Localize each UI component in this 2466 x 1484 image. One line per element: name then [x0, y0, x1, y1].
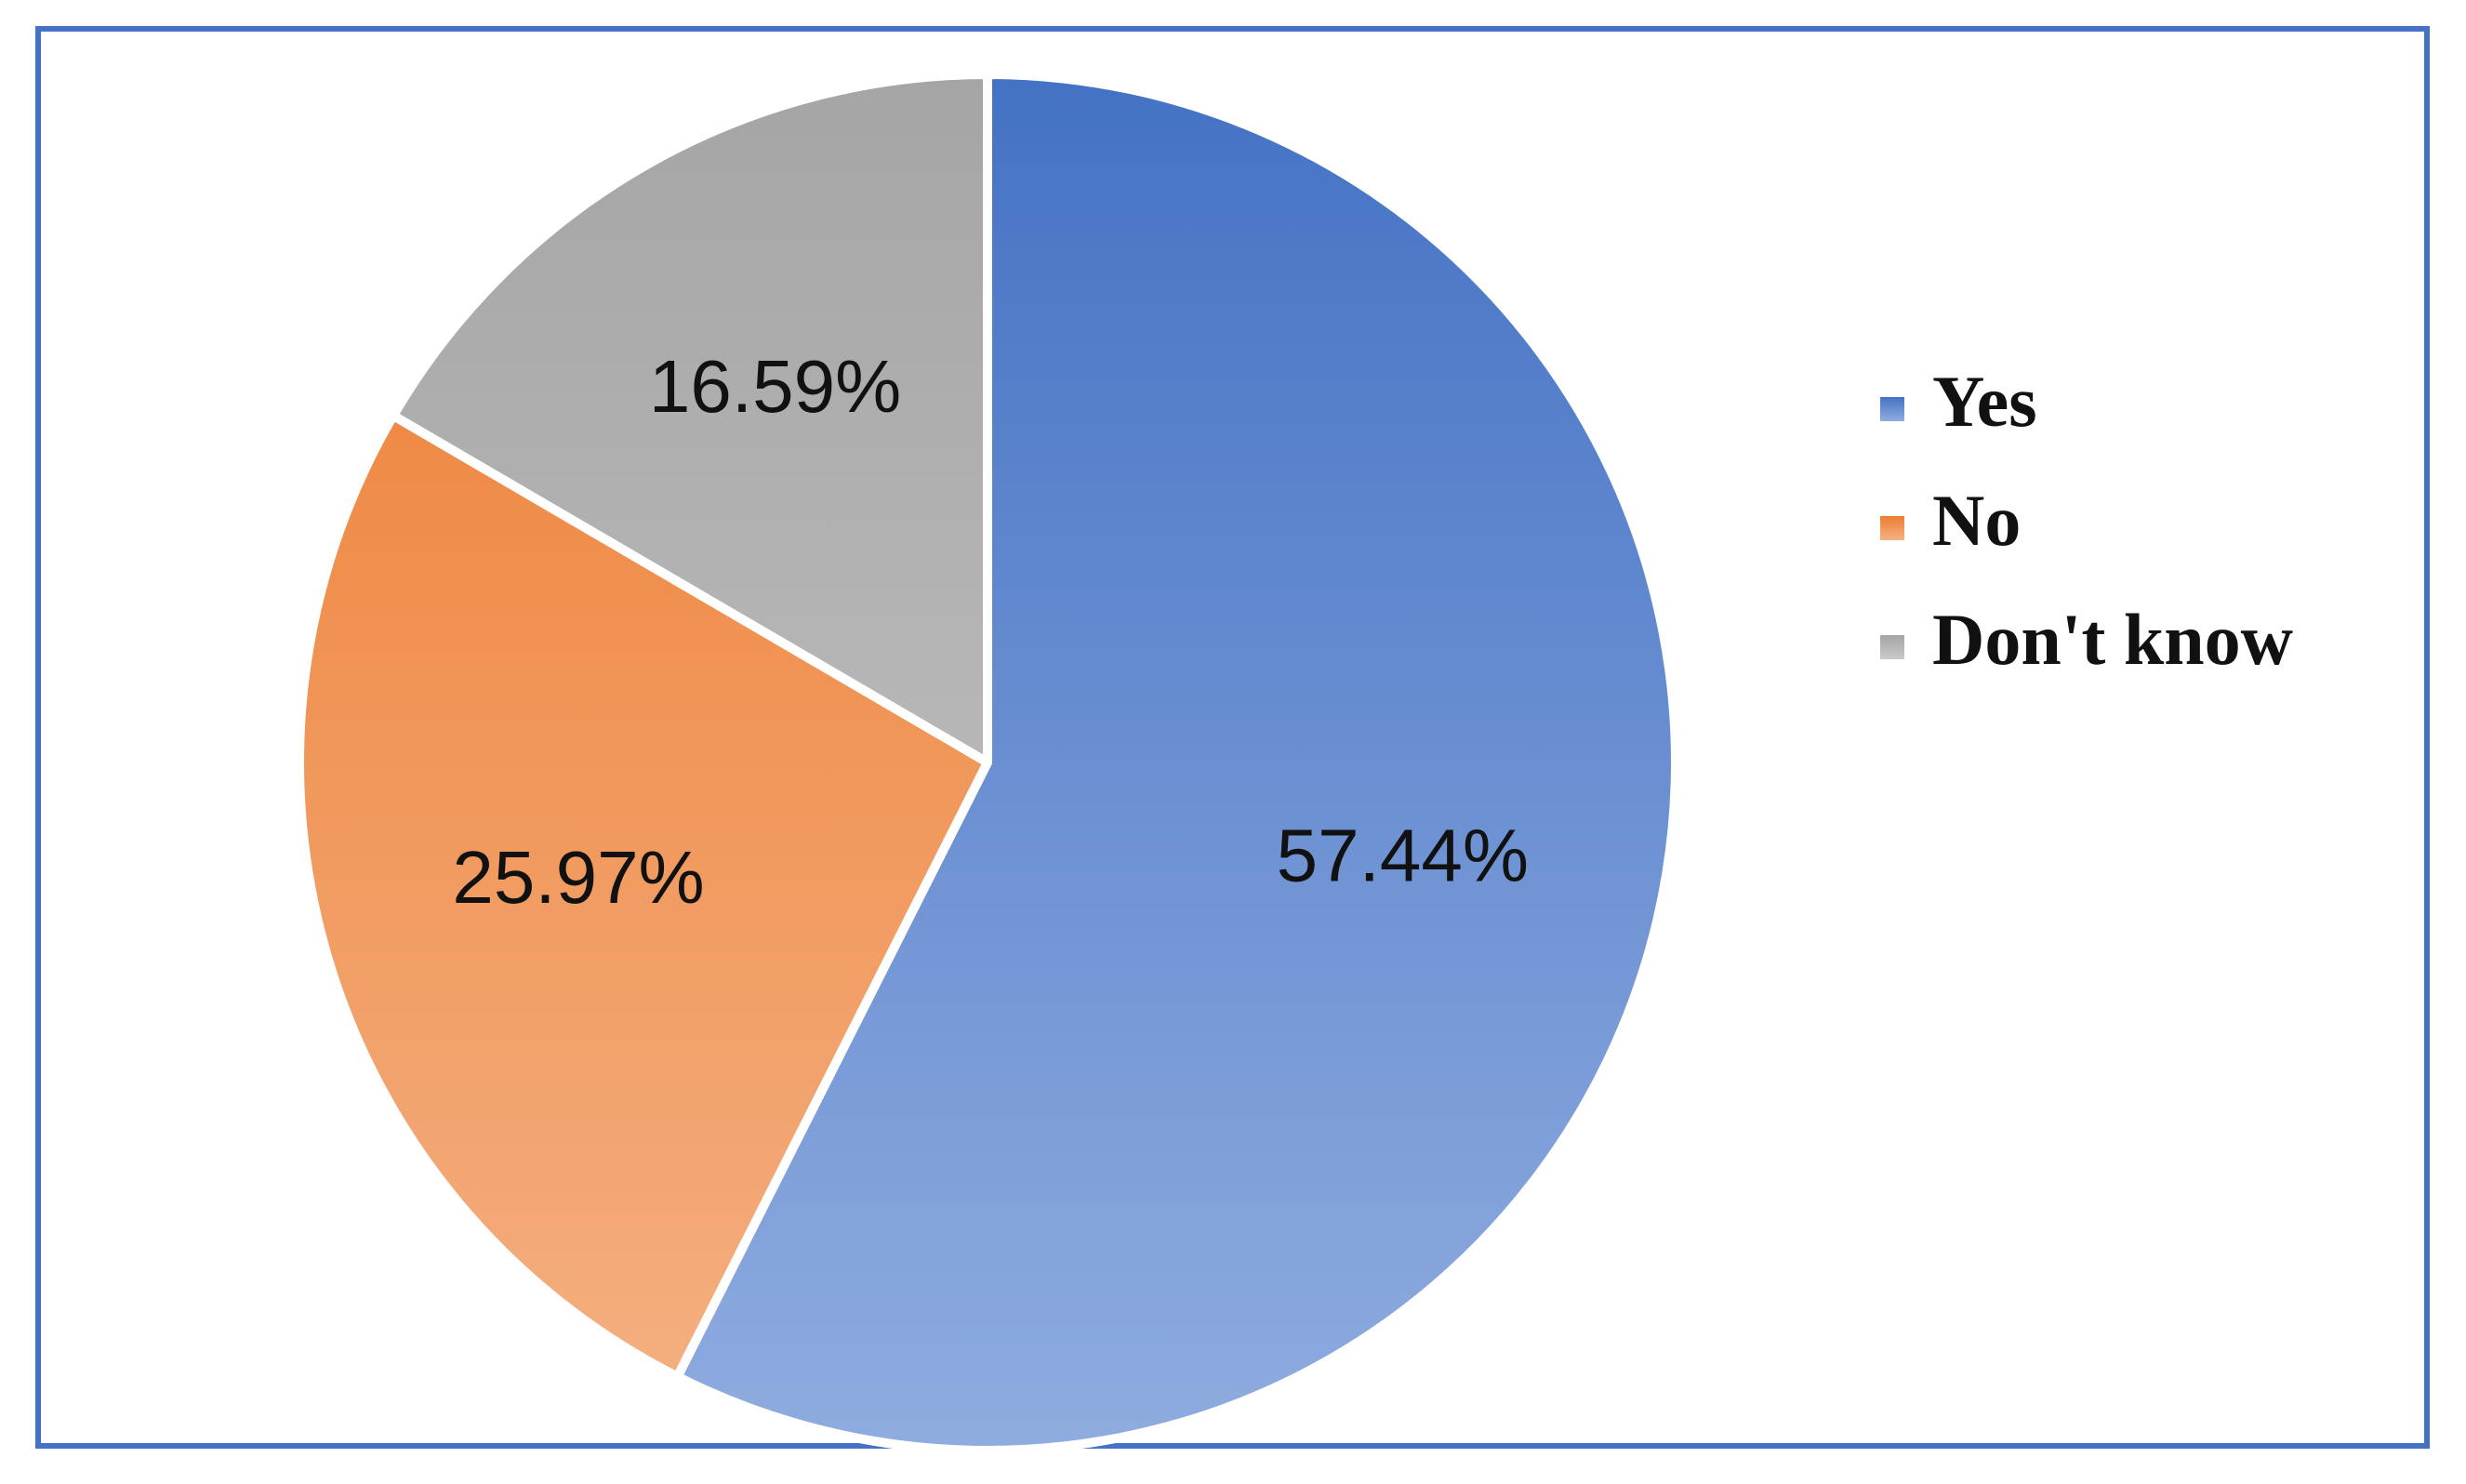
- pie-slice-no: [295, 410, 992, 1382]
- legend: Yes No Don't know: [1880, 361, 2293, 680]
- data-label-yes: 57.44%: [1277, 814, 1529, 896]
- pie-slice-don-t-know: [388, 70, 992, 767]
- legend-label-no: No: [1932, 480, 2021, 561]
- legend-swatch-no: [1880, 516, 1904, 540]
- legend-swatch-yes: [1880, 397, 1904, 421]
- legend-label-yes: Yes: [1932, 361, 2037, 442]
- pie-data-labels: 57.44% 25.97% 16.59%: [452, 345, 1529, 919]
- legend-label-don-t-know: Don't know: [1932, 599, 2293, 680]
- legend-swatch-don-t-know: [1880, 635, 1904, 659]
- data-label-no: 25.97%: [452, 836, 704, 919]
- pie-slice-yes: [672, 70, 1680, 1455]
- pie-slices: [295, 70, 1680, 1455]
- data-label-don-t-know: 16.59%: [649, 345, 901, 428]
